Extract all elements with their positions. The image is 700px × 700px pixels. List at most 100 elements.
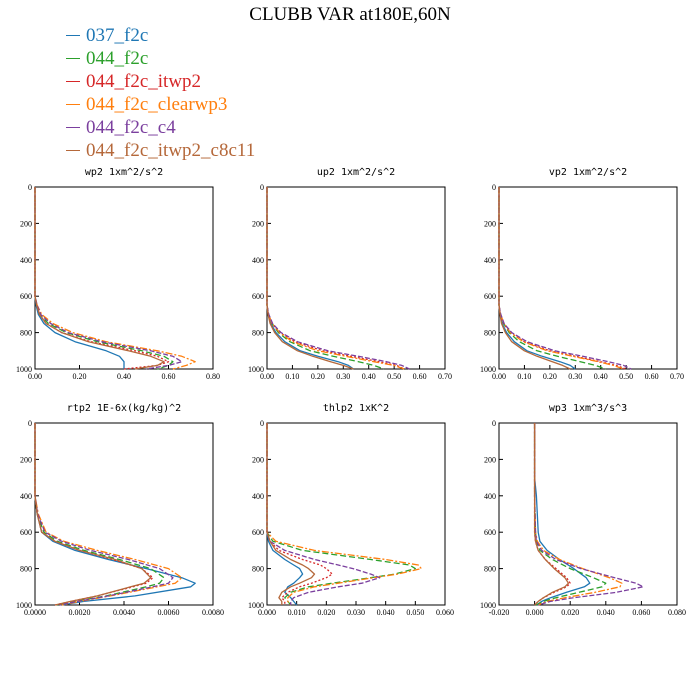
series-line-044-f2c-clearwp3: [266, 423, 422, 606]
y-tick-label: 1000: [248, 601, 264, 610]
legend-entry: 037_f2c: [66, 24, 255, 47]
x-tick-label: 0.20: [73, 372, 87, 381]
series-line-044-f2c-clearwp3: [266, 187, 405, 370]
x-tick-label: 0.00: [28, 372, 42, 381]
x-tick-label: 0.0020: [69, 608, 91, 617]
series-line-044-f2c-clearwp3: [34, 423, 183, 606]
x-tick-label: 0.80: [206, 372, 220, 381]
subplot-title: wp3 1xm^3/s^3: [549, 403, 627, 414]
series-line-044-f2c-clearwp3: [34, 187, 196, 370]
legend-label: 044_f2c_clearwp3: [86, 94, 228, 115]
series-line-044-f2c-itwp2-c8c11: [533, 423, 570, 606]
y-tick-label: 400: [252, 256, 264, 265]
legend-label: 044_f2c_c4: [86, 117, 176, 138]
x-tick-label: 0.60: [645, 372, 659, 381]
series-line-044-f2c: [34, 423, 165, 606]
x-tick-label: 0.50: [387, 372, 401, 381]
series-line-044-f2c-clearwp3: [498, 187, 624, 370]
y-tick-label: 0: [492, 419, 496, 428]
legend-swatch: [66, 104, 80, 105]
y-tick-label: 1000: [248, 365, 264, 374]
x-tick-label: 0.0040: [113, 608, 135, 617]
y-tick-label: 800: [484, 329, 496, 338]
legend-swatch: [66, 127, 80, 128]
y-tick-label: 200: [252, 219, 264, 228]
series-line-044-f2c-itwp2-c8c11: [266, 423, 316, 605]
series-line-044-f2c-clearwp3: [533, 423, 623, 606]
x-tick-label: 0.70: [670, 372, 684, 381]
series-line-037-f2c: [533, 423, 591, 606]
legend-entry: 044_f2c_itwp2: [66, 70, 255, 93]
y-tick-label: 200: [484, 219, 496, 228]
series-line-037-f2c: [266, 423, 304, 606]
x-tick-label: 0.020: [561, 608, 579, 617]
y-tick-label: 600: [20, 528, 32, 537]
plot-frame: [498, 422, 678, 606]
legend-swatch: [66, 58, 80, 59]
legend-label: 044_f2c_itwp2: [86, 71, 202, 92]
y-tick-label: 400: [484, 256, 496, 265]
y-tick-label: 600: [20, 292, 32, 301]
series-line-044-f2c-c4: [498, 187, 632, 370]
x-tick-label: 0.40: [594, 372, 608, 381]
x-tick-label: 0.000: [526, 608, 544, 617]
x-tick-label: -0.020: [489, 608, 510, 617]
x-tick-label: 0.0000: [24, 608, 46, 617]
subplot-title: wp2 1xm^2/s^2: [85, 167, 163, 178]
y-tick-label: 1000: [480, 365, 496, 374]
series-line-044-f2c-c4: [266, 187, 410, 370]
y-tick-label: 0: [492, 183, 496, 192]
y-tick-label: 400: [484, 492, 496, 501]
y-tick-label: 200: [484, 455, 496, 464]
series-line-044-f2c: [34, 187, 174, 370]
x-tick-label: 0.010: [288, 608, 306, 617]
x-tick-label: 0.00: [492, 372, 506, 381]
y-tick-label: 800: [252, 565, 264, 574]
x-tick-label: 0.030: [347, 608, 365, 617]
series-line-044-f2c-c4: [266, 423, 381, 605]
subplot-title: up2 1xm^2/s^2: [317, 167, 395, 178]
series-line-044-f2c-itwp2-c8c11: [498, 187, 571, 370]
series-line-037-f2c: [266, 187, 354, 370]
subplot-title: vp2 1xm^2/s^2: [549, 167, 627, 178]
x-tick-label: 0.40: [362, 372, 376, 381]
legend-label: 044_f2c_itwp2_c8c11: [86, 140, 256, 161]
x-tick-label: 0.0060: [158, 608, 180, 617]
subplot: rtp2 1E-6x(kg/kg)^2 0.0000 0.0020 0.0040 0.0…: [16, 403, 224, 617]
x-tick-label: 0.40: [117, 372, 131, 381]
y-tick-label: 1000: [16, 601, 32, 610]
series-line-044-f2c-c4: [34, 187, 183, 370]
x-tick-label: 0.0080: [202, 608, 224, 617]
plot-frame: [34, 422, 214, 606]
y-tick-label: 1000: [16, 365, 32, 374]
y-tick-label: 600: [484, 528, 496, 537]
x-tick-label: 0.040: [377, 608, 395, 617]
x-tick-label: 0.30: [336, 372, 350, 381]
y-tick-label: 0: [260, 419, 264, 428]
x-tick-label: 0.050: [406, 608, 424, 617]
y-tick-label: 400: [252, 492, 264, 501]
x-tick-label: 0.20: [311, 372, 325, 381]
y-tick-label: 800: [20, 329, 32, 338]
subplot: up2 1xm^2/s^2 0.00 0.10 0.20 0.30 0.40 0.50 0.6…: [248, 167, 452, 381]
series-line-044-f2c-c4: [34, 423, 174, 606]
legend-entry: 044_f2c_clearwp3: [66, 93, 255, 116]
legend-entry: 044_f2c_c4: [66, 116, 255, 139]
legend-swatch: [66, 35, 80, 36]
series-line-044-f2c: [266, 423, 416, 606]
series-line-037-f2c: [34, 423, 196, 606]
series-line-044-f2c: [533, 423, 607, 606]
series-line-044-f2c-itwp2-c8c11: [34, 187, 165, 370]
legend-swatch: [66, 150, 80, 151]
x-tick-label: 0.10: [517, 372, 531, 381]
y-tick-label: 800: [484, 565, 496, 574]
x-tick-label: 0.000: [258, 608, 276, 617]
plot-frame: [498, 186, 678, 370]
legend-entry: 044_f2c_itwp2_c8c11: [66, 139, 255, 162]
y-tick-label: 200: [20, 219, 32, 228]
x-tick-label: 0.10: [285, 372, 299, 381]
y-tick-label: 0: [28, 419, 32, 428]
y-tick-label: 600: [252, 292, 264, 301]
series-line-044-f2c-itwp2: [34, 423, 154, 606]
